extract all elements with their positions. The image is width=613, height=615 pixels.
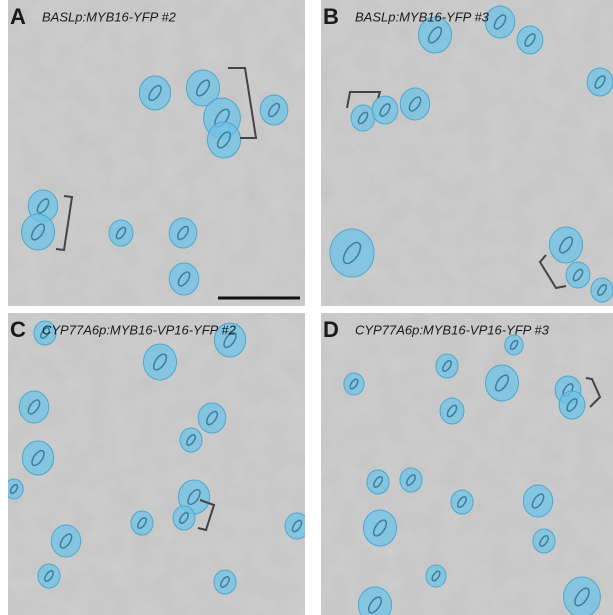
panel-letter: A <box>10 4 26 29</box>
panel-label: CYP77A6p:MYB16-VP16-YFP #3 <box>355 322 550 337</box>
stoma <box>367 470 389 494</box>
stoma <box>363 510 396 546</box>
figure: A BASLp:MYB16-YFP #2 B BASLp:MYB16-YFP #3 C C… <box>0 0 613 615</box>
panel-label: BASLp:MYB16-YFP #3 <box>355 9 490 24</box>
stoma <box>517 26 543 54</box>
panel-letter: B <box>323 4 339 29</box>
stoma <box>591 278 613 302</box>
stoma <box>180 428 202 452</box>
stoma <box>344 373 364 395</box>
stoma <box>330 229 374 277</box>
stoma <box>533 529 555 553</box>
panels: A BASLp:MYB16-YFP #2 B BASLp:MYB16-YFP #3 C C… <box>5 0 613 615</box>
stoma <box>523 485 552 517</box>
stoma <box>426 565 446 587</box>
stoma <box>22 441 53 475</box>
stoma <box>169 263 198 295</box>
stoma <box>131 511 153 535</box>
stoma <box>564 577 601 615</box>
micrograph <box>8 0 305 306</box>
stoma <box>198 403 226 433</box>
stoma <box>440 398 464 424</box>
stoma <box>169 218 197 248</box>
stoma <box>485 6 514 38</box>
stoma <box>143 344 176 380</box>
stoma <box>173 506 195 530</box>
stoma <box>19 391 48 423</box>
stoma <box>549 227 582 263</box>
panel-label: BASLp:MYB16-YFP #2 <box>42 9 177 24</box>
stoma <box>400 88 429 120</box>
stoma <box>587 68 613 96</box>
stoma <box>566 262 590 288</box>
panel-label: CYP77A6p:MYB16-VP16-YFP #2 <box>42 322 237 337</box>
stoma <box>559 391 585 419</box>
stoma <box>139 76 170 110</box>
stoma <box>207 122 240 158</box>
micrograph <box>321 313 613 615</box>
stoma <box>109 220 133 246</box>
stoma <box>21 214 54 250</box>
stoma <box>451 490 473 514</box>
stoma <box>5 479 23 499</box>
micrograph-panel <box>5 313 309 615</box>
stoma <box>436 354 458 378</box>
panel-letter: D <box>323 317 339 342</box>
stoma <box>285 513 309 539</box>
micrograph-panel <box>321 313 613 615</box>
stoma <box>372 96 398 124</box>
micrograph-panel <box>321 0 613 306</box>
stoma <box>260 95 288 125</box>
panel-letter: C <box>10 317 26 342</box>
stoma <box>351 105 375 131</box>
stoma <box>485 365 518 401</box>
micrograph-panel <box>8 0 305 306</box>
stoma <box>400 468 422 492</box>
stoma <box>214 570 236 594</box>
stoma <box>38 564 60 588</box>
stoma <box>51 525 80 557</box>
stoma <box>505 335 523 355</box>
